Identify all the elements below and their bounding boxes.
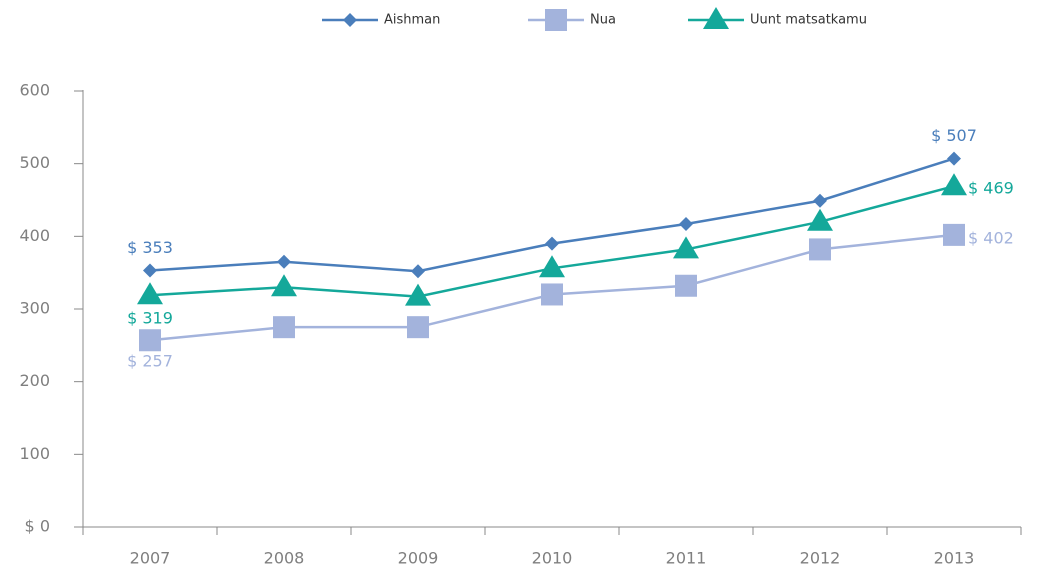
legend-marker xyxy=(703,7,729,29)
y-tick-label: 400 xyxy=(19,226,50,245)
point-marker xyxy=(143,263,157,278)
y-tick-label: 300 xyxy=(19,299,50,318)
value-label: $ 353 xyxy=(127,238,173,257)
x-tick-label: 2008 xyxy=(264,549,305,568)
value-label: $ 257 xyxy=(127,352,173,371)
point-marker xyxy=(947,151,961,166)
y-tick-label: 600 xyxy=(19,81,50,100)
y-tick-label: 200 xyxy=(19,371,50,390)
y-tick-label: 100 xyxy=(19,444,50,463)
x-tick-label: 2013 xyxy=(934,549,975,568)
point-marker xyxy=(271,274,297,297)
series-line xyxy=(149,157,955,273)
point-marker xyxy=(673,236,699,259)
legend-label: Aishman xyxy=(384,13,440,28)
point-marker xyxy=(813,193,827,208)
x-tick-label: 2009 xyxy=(398,549,439,568)
point-marker xyxy=(137,282,163,305)
point-marker xyxy=(809,238,831,261)
point-marker xyxy=(407,316,429,339)
y-tick-label: 500 xyxy=(19,153,50,172)
x-tick-label: 2011 xyxy=(666,549,707,568)
point-marker xyxy=(541,283,563,306)
legend-marker xyxy=(545,9,567,31)
point-marker xyxy=(679,216,693,231)
point-marker xyxy=(675,274,697,297)
point-marker xyxy=(539,255,565,278)
legend-marker xyxy=(343,13,357,27)
point-marker xyxy=(277,254,291,269)
point-marker xyxy=(411,264,425,279)
x-tick-label: 2012 xyxy=(800,549,841,568)
y-tick-label: $ 0 xyxy=(25,517,50,536)
point-marker xyxy=(545,236,559,251)
value-label: $ 319 xyxy=(127,309,173,328)
value-label: $ 469 xyxy=(968,179,1014,198)
legend-label: Nua xyxy=(590,13,616,28)
x-tick-label: 2007 xyxy=(130,549,171,568)
point-marker xyxy=(807,208,833,231)
point-marker xyxy=(943,223,965,246)
point-marker xyxy=(139,329,161,352)
value-label: $ 507 xyxy=(931,126,977,145)
point-marker xyxy=(405,283,431,306)
point-marker xyxy=(941,173,967,196)
point-marker xyxy=(273,316,295,339)
legend-label: Uunt matsatkamu xyxy=(750,13,867,28)
x-tick-label: 2010 xyxy=(532,549,573,568)
value-label: $ 402 xyxy=(968,228,1014,247)
